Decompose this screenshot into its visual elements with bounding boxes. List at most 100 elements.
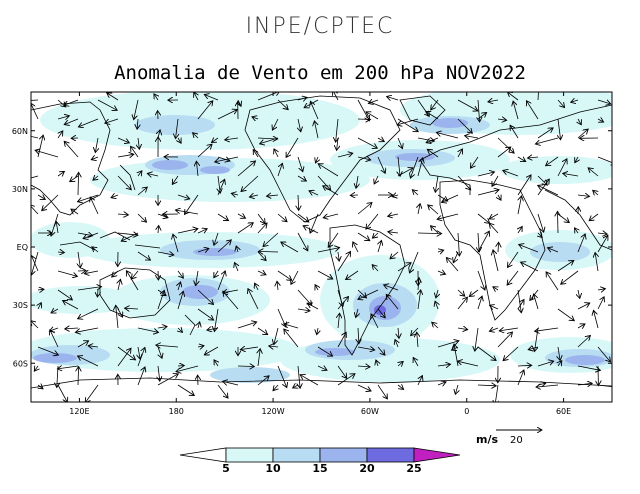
wind-vector [557, 261, 574, 272]
wind-vector [177, 195, 190, 199]
wind-vector [58, 131, 63, 139]
colorbar-bin-1 [225, 447, 274, 463]
wind-vector [217, 157, 230, 161]
wind-vector [64, 99, 79, 105]
wind-vector [378, 240, 382, 253]
wind-vector [204, 95, 219, 101]
wind-vector [307, 303, 319, 310]
wind-vector [303, 226, 319, 234]
wind-vector [177, 366, 184, 367]
wind-vector [577, 195, 590, 196]
wind-vector [207, 328, 219, 330]
wind-vector [431, 99, 439, 110]
wind-vector [255, 283, 258, 291]
wind-vector [597, 233, 607, 234]
wind-vector [137, 367, 145, 386]
colorbar-tick-label: 5 [222, 462, 230, 475]
wind-vector [388, 232, 399, 233]
wind-vector [410, 251, 419, 273]
wind-vector [510, 125, 519, 139]
wind-vector [257, 327, 268, 335]
wind-vector [546, 156, 559, 166]
wind-vector [457, 118, 472, 133]
wind-vector [418, 204, 420, 215]
wind-vector [252, 117, 259, 119]
wind-vector [489, 213, 499, 219]
wind-vector [57, 270, 77, 276]
wind-vector [83, 232, 99, 239]
wind-vector [277, 281, 278, 291]
wind-vector [575, 228, 579, 233]
wind-vector [257, 376, 269, 386]
wind-vector [225, 138, 239, 140]
wind-vector [131, 270, 139, 279]
colorbar-bin-5 [413, 447, 461, 463]
wind-vector [277, 270, 292, 280]
wind-vector [457, 99, 478, 111]
wind-vector [558, 361, 562, 366]
wind-vector [477, 213, 490, 223]
wind-vector [277, 163, 282, 177]
wind-vector [397, 385, 404, 389]
wind-vector [577, 365, 600, 370]
wind-vector [333, 92, 339, 101]
wind-vector [196, 161, 198, 177]
wind-vector [497, 332, 513, 348]
wind-vector [577, 324, 585, 328]
wind-vector [38, 303, 41, 310]
wind-vector [377, 308, 385, 318]
wind-vector [386, 294, 399, 310]
colorbar-tick-label: 20 [359, 462, 375, 475]
wind-vector [116, 305, 118, 329]
wind-vector [204, 346, 219, 355]
wind-vector [137, 187, 147, 196]
wind-vector [318, 164, 339, 177]
wind-vector [31, 135, 39, 139]
wind-vector [372, 265, 379, 272]
wind-vector [223, 291, 239, 310]
wind-vector [431, 226, 439, 234]
wind-vector [297, 156, 303, 172]
wind-vector [178, 328, 183, 332]
wind-vector [78, 308, 99, 319]
wind-vector [488, 100, 499, 102]
wind-vector [137, 251, 151, 260]
wind-vector [212, 138, 219, 143]
wind-vector [548, 248, 559, 252]
wind-vector [478, 232, 479, 252]
wind-vector [154, 94, 158, 101]
wind-vector [31, 205, 39, 215]
wind-vector [597, 297, 604, 310]
wind-vector [111, 195, 119, 198]
wind-vector [397, 118, 419, 125]
lon-tick-label: 120W [261, 407, 284, 416]
wind-vector [519, 245, 539, 253]
wind-vector [571, 100, 579, 102]
wind-vector [413, 358, 419, 367]
wind-vector [392, 195, 399, 197]
wind-vector [477, 190, 499, 196]
wind-vector [253, 150, 258, 158]
wind-vector [558, 118, 561, 140]
wind-vector [64, 141, 79, 158]
wind-vector [257, 92, 280, 101]
wind-vector [561, 270, 579, 284]
wind-vector [517, 175, 531, 196]
wind-vector [193, 133, 199, 138]
wind-vector [507, 92, 519, 101]
wind-vector [417, 158, 423, 177]
wind-vector [117, 154, 134, 157]
wind-vector [272, 118, 279, 130]
wind-vector [517, 370, 524, 386]
wind-vector [377, 138, 384, 142]
wind-vector [538, 233, 542, 238]
wind-vector [263, 232, 279, 247]
wind-vector [97, 99, 117, 110]
wind-vector [31, 321, 39, 329]
wind-vector [317, 175, 331, 190]
wind-vector [577, 383, 592, 385]
wind-vector [477, 231, 489, 253]
wind-vector [357, 203, 372, 215]
wind-vector [471, 156, 479, 168]
